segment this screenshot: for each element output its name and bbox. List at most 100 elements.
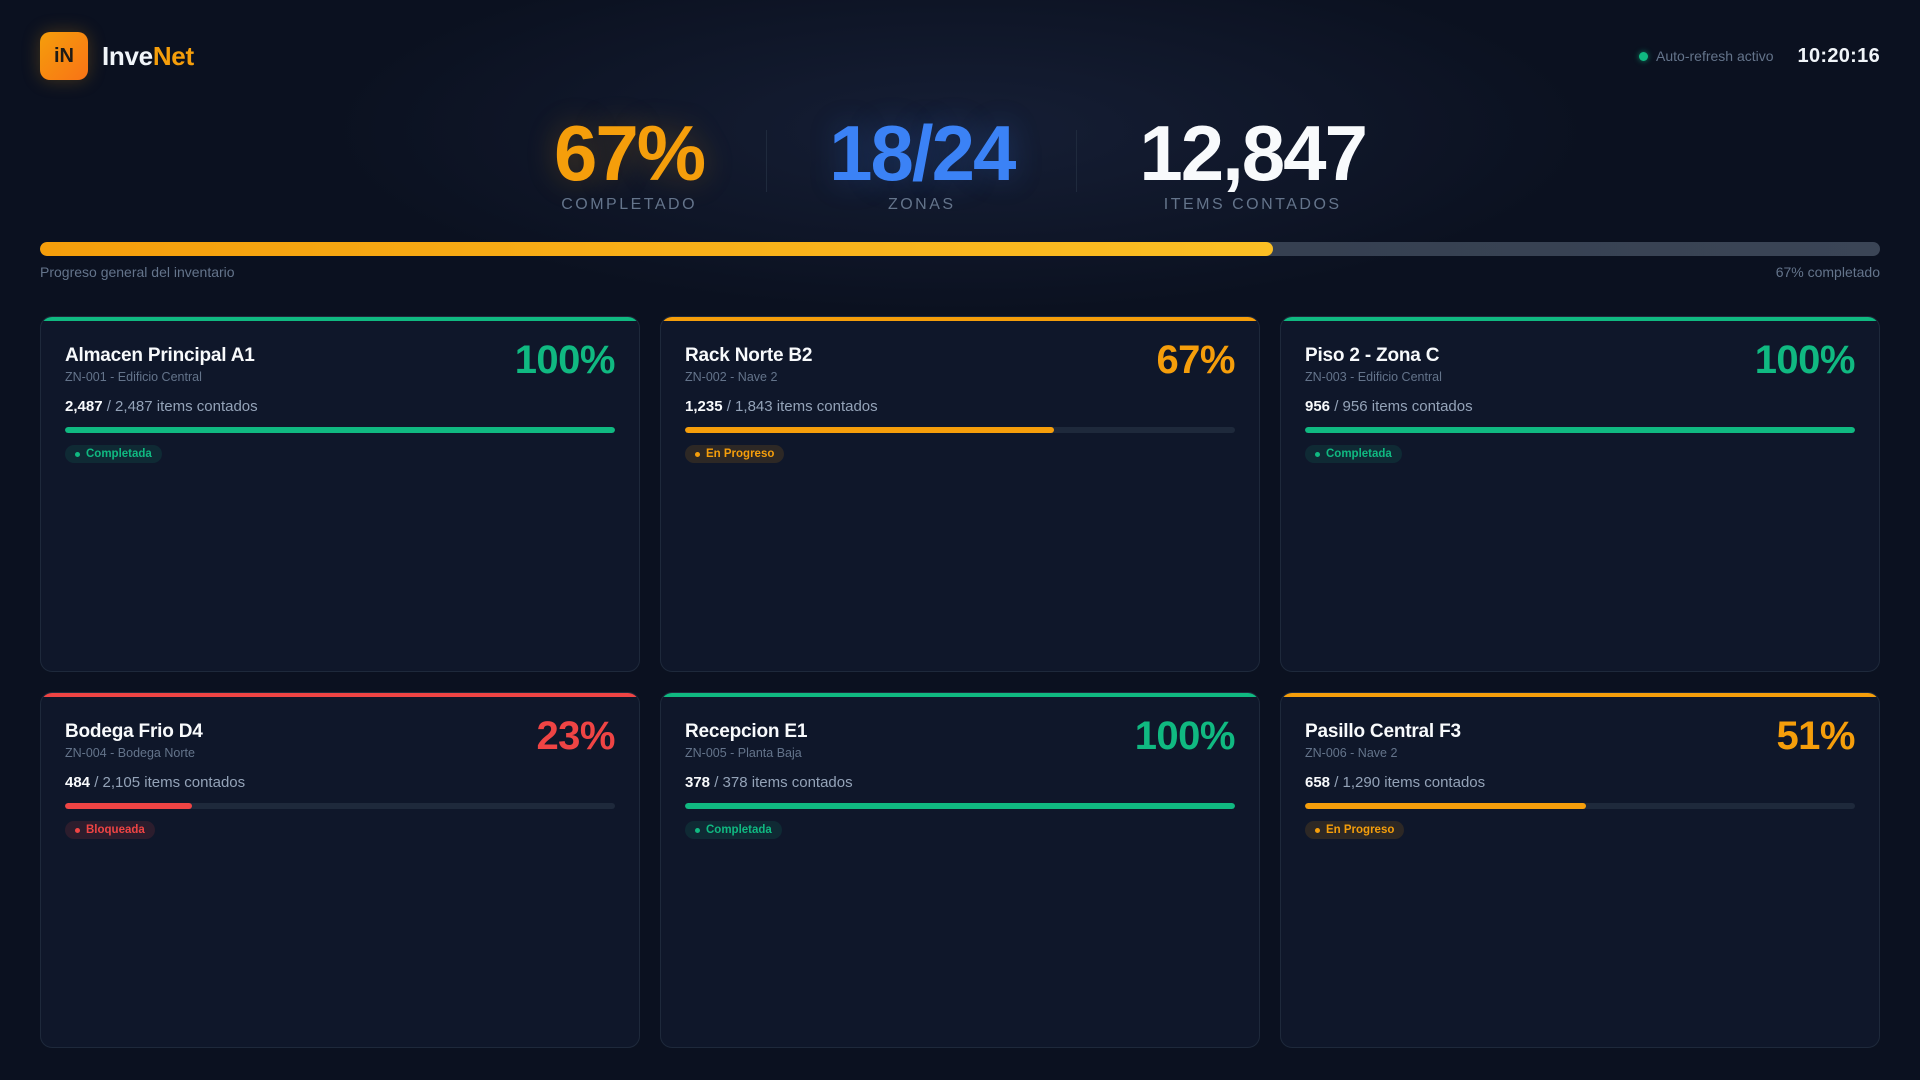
zone-percent: 100% bbox=[1134, 714, 1236, 758]
status-label: Completada bbox=[1326, 448, 1392, 460]
zone-counted: 956 bbox=[1305, 398, 1331, 415]
kpi-value: 12,847 bbox=[1139, 109, 1368, 197]
zone-count: 484 / 2,105 items contados bbox=[65, 774, 615, 791]
overall-progress: Progreso general del inventario 67% comp… bbox=[40, 242, 1880, 280]
header-right: Auto-refresh activo 10:20:16 bbox=[1639, 45, 1880, 68]
overall-progress-fill bbox=[40, 242, 1273, 256]
zone-title: Almacen Principal A1 bbox=[65, 345, 255, 366]
zone-counted: 2,487 bbox=[65, 398, 103, 415]
status-label: Completada bbox=[706, 824, 772, 836]
status-label: En Progreso bbox=[1326, 824, 1395, 836]
zone-total: / 956 items contados bbox=[1334, 398, 1473, 415]
zone-percent: 23% bbox=[536, 714, 615, 758]
zone-title: Pasillo Central F3 bbox=[1305, 721, 1461, 742]
card-status-stripe bbox=[41, 317, 639, 321]
status-badge: Completada bbox=[65, 445, 162, 463]
zone-progress-track bbox=[685, 803, 1235, 809]
zone-progress-fill bbox=[685, 427, 1054, 433]
status-dot-icon bbox=[695, 451, 700, 457]
status-badge: En Progreso bbox=[1305, 821, 1405, 839]
zone-code: ZN-005 - Planta Baja bbox=[685, 746, 802, 760]
zone-card[interactable]: Almacen Principal A1 ZN-001 - Edificio C… bbox=[40, 316, 640, 672]
card-status-stripe bbox=[41, 693, 639, 697]
brand-name-part1: Inve bbox=[102, 40, 153, 71]
status-badge: Completada bbox=[685, 821, 782, 839]
zone-count: 378 / 378 items contados bbox=[685, 774, 1235, 791]
card-header: Almacen Principal A1 ZN-001 - Edificio C… bbox=[65, 339, 616, 384]
kpi-items-counted: 12,847 ITEMS CONTADOS bbox=[1077, 108, 1428, 214]
kpi-label: COMPLETADO bbox=[561, 196, 698, 213]
kpi-completed: 67% COMPLETADO bbox=[492, 108, 766, 214]
zone-grid: Almacen Principal A1 ZN-001 - Edificio C… bbox=[40, 316, 1880, 1048]
zone-progress-track bbox=[65, 803, 615, 809]
kpi-label: ZONAS bbox=[887, 196, 956, 213]
zone-code: ZN-003 - Edificio Central bbox=[1305, 370, 1442, 384]
kpi-zones: 18/24 ZONAS bbox=[767, 108, 1076, 214]
zone-total: / 2,105 items contados bbox=[94, 774, 246, 791]
zone-progress-fill bbox=[65, 803, 192, 809]
card-header: Pasillo Central F3 ZN-006 - Nave 2 51% bbox=[1305, 715, 1855, 760]
zone-code: ZN-004 - Bodega Norte bbox=[65, 746, 195, 760]
card-header: Rack Norte B2 ZN-002 - Nave 2 67% bbox=[685, 339, 1235, 384]
zone-count: 2,487 / 2,487 items contados bbox=[65, 398, 615, 415]
zone-percent: 51% bbox=[1776, 714, 1855, 758]
brand-name: InveNet bbox=[102, 41, 194, 72]
zone-title: Piso 2 - Zona C bbox=[1305, 345, 1440, 366]
zone-count: 1,235 / 1,843 items contados bbox=[685, 398, 1235, 415]
zone-card[interactable]: Recepcion E1 ZN-005 - Planta Baja 100% 3… bbox=[660, 692, 1260, 1048]
zone-card[interactable]: Piso 2 - Zona C ZN-003 - Edificio Centra… bbox=[1280, 316, 1880, 672]
auto-refresh-label: Auto-refresh activo bbox=[1656, 48, 1774, 64]
zone-title: Bodega Frio D4 bbox=[65, 721, 203, 742]
zone-code: ZN-006 - Nave 2 bbox=[1305, 746, 1398, 760]
zone-progress-fill bbox=[65, 427, 615, 433]
overall-progress-track bbox=[40, 242, 1880, 256]
zone-progress-track bbox=[685, 427, 1235, 433]
zone-progress-fill bbox=[1305, 427, 1855, 433]
zone-total: / 2,487 items contados bbox=[106, 398, 258, 415]
card-header: Piso 2 - Zona C ZN-003 - Edificio Centra… bbox=[1305, 339, 1856, 384]
overall-progress-percent: 67% completado bbox=[1775, 264, 1880, 280]
zone-progress-fill bbox=[685, 803, 1235, 809]
divider bbox=[1076, 130, 1078, 192]
overall-progress-caption: Progreso general del inventario bbox=[40, 264, 235, 280]
live-dot-icon bbox=[1639, 51, 1649, 61]
clock: 10:20:16 bbox=[1797, 44, 1880, 67]
header: iN InveNet Auto-refresh activo 10:20:16 bbox=[40, 32, 1880, 80]
kpi-value: 67% bbox=[554, 109, 706, 197]
card-header: Bodega Frio D4 ZN-004 - Bodega Norte 23% bbox=[65, 715, 615, 760]
status-label: En Progreso bbox=[706, 448, 775, 460]
card-status-stripe bbox=[661, 317, 1259, 321]
kpi-label: ITEMS CONTADOS bbox=[1163, 196, 1342, 213]
zone-code: ZN-001 - Edificio Central bbox=[65, 370, 202, 384]
zone-total: / 1,843 items contados bbox=[726, 398, 878, 415]
zone-progress-track bbox=[1305, 803, 1855, 809]
status-dot-icon bbox=[695, 827, 700, 833]
zone-card[interactable]: Rack Norte B2 ZN-002 - Nave 2 67% 1,235 … bbox=[660, 316, 1260, 672]
brand: iN InveNet bbox=[40, 32, 194, 80]
zone-total: / 1,290 items contados bbox=[1334, 774, 1486, 791]
kpi-row: 67% COMPLETADO 18/24 ZONAS 12,847 ITEMS … bbox=[0, 108, 1920, 214]
divider bbox=[766, 130, 768, 192]
zone-title: Rack Norte B2 bbox=[685, 345, 813, 366]
zone-card[interactable]: Pasillo Central F3 ZN-006 - Nave 2 51% 6… bbox=[1280, 692, 1880, 1048]
card-status-stripe bbox=[1281, 317, 1879, 321]
status-dot-icon bbox=[75, 451, 80, 457]
card-header: Recepcion E1 ZN-005 - Planta Baja 100% bbox=[685, 715, 1236, 760]
zone-card[interactable]: Bodega Frio D4 ZN-004 - Bodega Norte 23%… bbox=[40, 692, 640, 1048]
zone-count: 956 / 956 items contados bbox=[1305, 398, 1855, 415]
zone-counted: 378 bbox=[685, 774, 711, 791]
overall-progress-labels: Progreso general del inventario 67% comp… bbox=[40, 264, 1880, 280]
zone-count: 658 / 1,290 items contados bbox=[1305, 774, 1855, 791]
zone-percent: 100% bbox=[514, 338, 616, 382]
zone-progress-track bbox=[1305, 427, 1855, 433]
status-label: Bloqueada bbox=[86, 824, 145, 836]
zone-counted: 1,235 bbox=[685, 398, 723, 415]
card-status-stripe bbox=[661, 693, 1259, 697]
zone-percent: 67% bbox=[1156, 338, 1235, 382]
status-badge: Bloqueada bbox=[65, 821, 155, 839]
card-status-stripe bbox=[1281, 693, 1879, 697]
zone-counted: 484 bbox=[65, 774, 91, 791]
brand-name-part2: Net bbox=[152, 40, 194, 71]
zone-progress-fill bbox=[1305, 803, 1586, 809]
status-label: Completada bbox=[86, 448, 152, 460]
